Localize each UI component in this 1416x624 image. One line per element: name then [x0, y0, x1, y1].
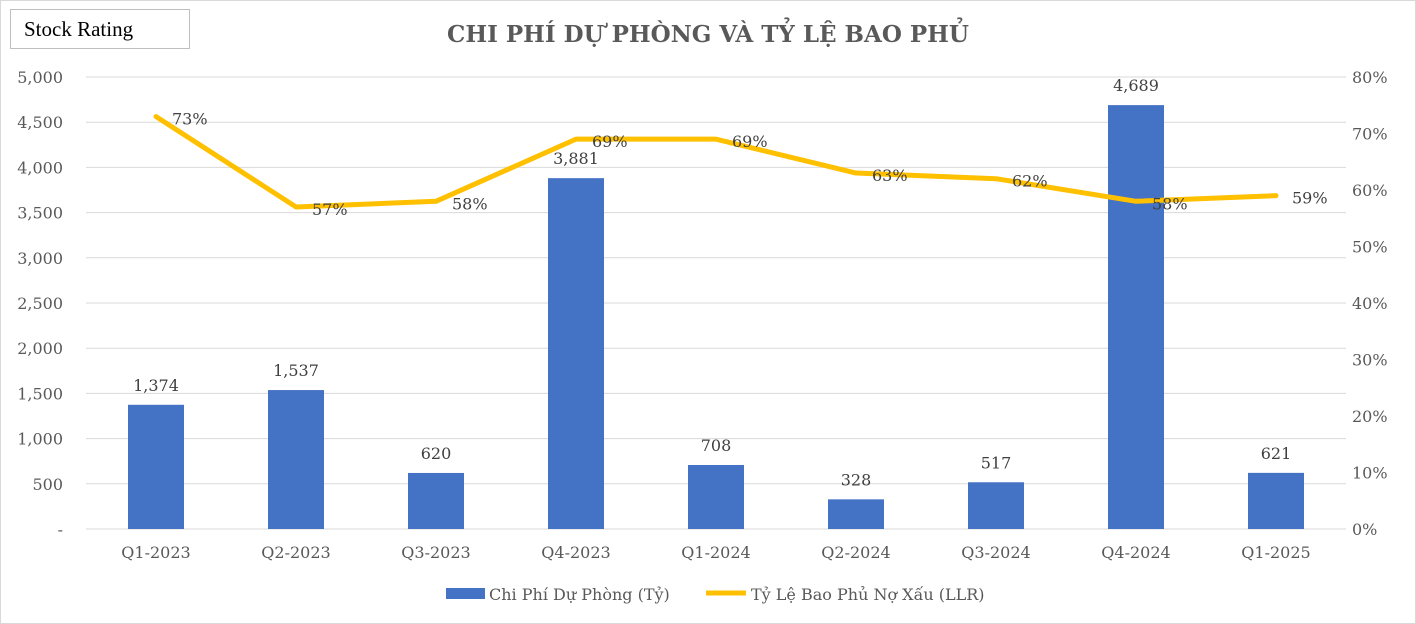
bar-value-label: 328 — [841, 470, 872, 489]
y-right-tick-label: 80% — [1352, 68, 1388, 87]
x-tick-label: Q1-2024 — [681, 543, 750, 562]
y-left-tick-label: 4,500 — [17, 113, 63, 132]
line-value-label: 58% — [1152, 194, 1188, 213]
y-left-tick-label: 1,000 — [17, 430, 63, 449]
x-tick-label: Q4-2024 — [1101, 543, 1170, 562]
bar-value-label: 620 — [421, 444, 452, 463]
bar — [128, 404, 184, 529]
y-left-tick-label: 2,500 — [17, 294, 63, 313]
axes: - 500 1,000 1,500 2,000 2,500 3,000 3,500 4,000 4… — [17, 68, 1387, 562]
legend-bar-swatch — [446, 588, 485, 599]
x-tick-label: Q1-2025 — [1241, 543, 1310, 562]
y-left-tick-label: - — [58, 520, 63, 539]
bar — [1248, 472, 1304, 529]
bar — [1108, 105, 1164, 529]
y-right-tick-label: 50% — [1352, 238, 1388, 257]
bar — [548, 178, 604, 529]
bar-series — [128, 105, 1304, 529]
x-tick-label: Q2-2023 — [261, 543, 330, 562]
y-right-tick-label: 20% — [1352, 407, 1388, 426]
x-tick-label: Q4-2023 — [541, 543, 610, 562]
line-value-label: 58% — [452, 194, 488, 213]
y-right-tick-label: 0% — [1352, 520, 1377, 539]
line-value-label: 69% — [592, 132, 628, 151]
y-right-tick-label: 70% — [1352, 125, 1388, 144]
x-tick-label: Q3-2024 — [961, 543, 1030, 562]
bar-value-label: 708 — [701, 436, 732, 455]
y-left-tick-label: 1,500 — [17, 384, 63, 403]
bar-value-label: 517 — [981, 453, 1012, 472]
bar-value-label: 3,881 — [553, 149, 599, 168]
legend-line-label: Tỷ Lệ Bao Phủ Nợ Xấu (LLR) — [751, 585, 985, 604]
data-labels: 1,374 1,537 620 3,881 708 328 517 4,689 621 73% 57… — [133, 76, 1327, 489]
y-right-tick-label: 30% — [1352, 351, 1388, 370]
x-tick-label: Q1-2023 — [121, 543, 190, 562]
legend-bar-label: Chi Phí Dự Phòng (Tỷ) — [489, 585, 670, 604]
bar — [828, 499, 884, 529]
y-right-tick-label: 60% — [1352, 181, 1388, 200]
x-tick-label: Q3-2023 — [401, 543, 470, 562]
y-left-tick-label: 3,000 — [17, 249, 63, 268]
y-left-tick-label: 3,500 — [17, 204, 63, 223]
line-value-label: 57% — [312, 200, 348, 219]
bar-value-label: 4,689 — [1113, 76, 1159, 95]
bar — [968, 482, 1024, 529]
bar — [408, 472, 464, 529]
y-right-tick-label: 40% — [1352, 294, 1388, 313]
stock-rating-badge[interactable]: Stock Rating — [10, 9, 190, 49]
line-value-label: 62% — [1012, 172, 1048, 191]
y-left-tick-label: 2,000 — [17, 339, 63, 358]
bar — [268, 390, 324, 529]
bar-value-label: 1,537 — [273, 361, 319, 380]
bar-value-label: 621 — [1261, 444, 1292, 463]
x-tick-label: Q2-2024 — [821, 543, 890, 562]
bar-value-label: 1,374 — [133, 376, 179, 395]
y-left-tick-label: 4,000 — [17, 158, 63, 177]
legend: Chi Phí Dự Phòng (Tỷ) Tỷ Lệ Bao Phủ Nợ Xấ… — [446, 585, 985, 604]
y-left-tick-label: 500 — [32, 475, 63, 494]
line-value-label: 59% — [1292, 189, 1328, 208]
line-value-label: 69% — [732, 132, 768, 151]
line-value-label: 63% — [872, 166, 908, 185]
chart-title: CHI PHÍ DỰ PHÒNG VÀ TỶ LỆ BAO PHỦ — [447, 18, 969, 48]
bar — [688, 464, 744, 529]
y-left-tick-label: 5,000 — [17, 68, 63, 87]
y-right-tick-label: 10% — [1352, 464, 1388, 483]
stock-rating-label: Stock Rating — [24, 16, 134, 41]
line-value-label: 73% — [172, 110, 208, 129]
line-series — [153, 114, 1279, 210]
